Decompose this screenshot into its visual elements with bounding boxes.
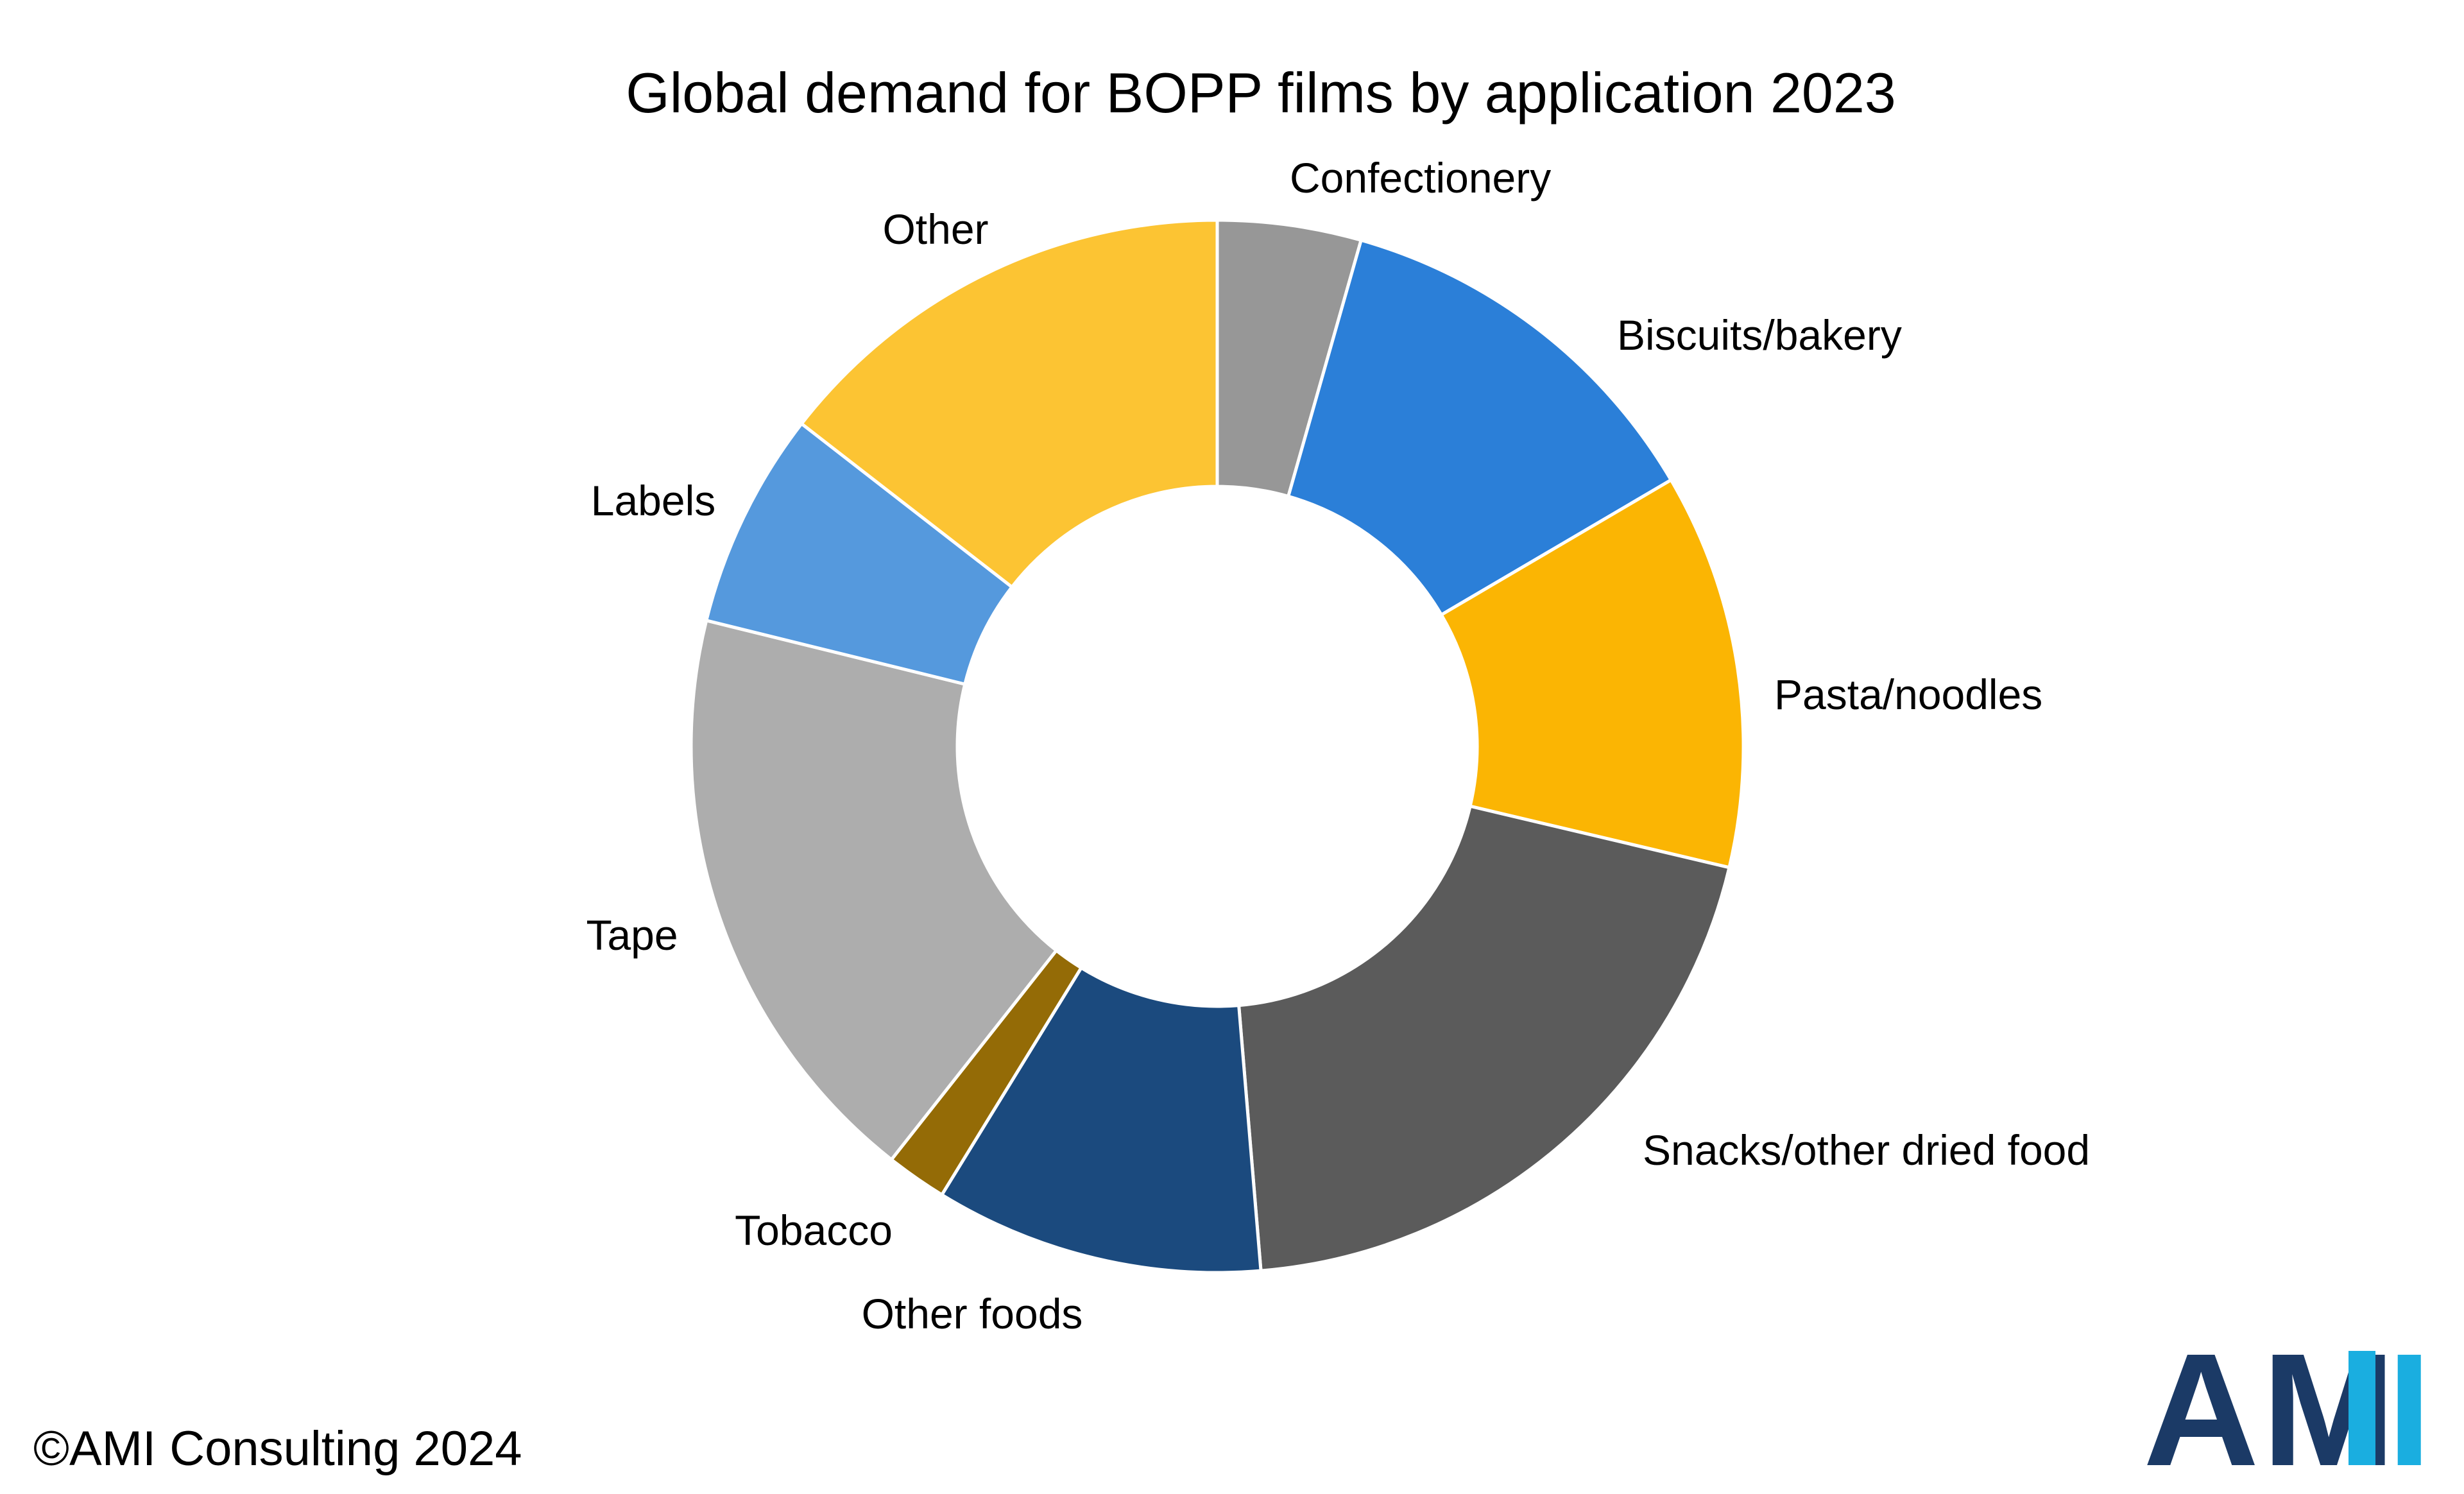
label-biscuits-bakery: Biscuits/bakery (1617, 311, 1902, 359)
ami-logo: A MI (2143, 1320, 2431, 1494)
logo-letter-m: M (2262, 1320, 2395, 1494)
label-pasta-noodles: Pasta/noodles (1774, 671, 2042, 718)
logo-letter-i: I (2387, 1320, 2431, 1494)
slice-pasta-noodles (1439, 477, 1745, 870)
label-tobacco: Tobacco (735, 1206, 893, 1254)
logo-letter-a: A (2143, 1320, 2259, 1494)
slice-other-foods (939, 965, 1263, 1275)
donut-slices (689, 218, 1745, 1275)
label-other: Other (882, 205, 988, 253)
chart-title: Global demand for BOPP films by applicat… (626, 61, 1895, 125)
slice-biscuits-bakery (1286, 238, 1673, 617)
label-snacks-other-dried-food: Snacks/other dried food (1643, 1126, 2090, 1174)
label-other-foods: Other foods (862, 1290, 1083, 1337)
slice-tape (689, 618, 1059, 1162)
logo-accent-stripe (2348, 1351, 2375, 1465)
label-tape: Tape (586, 911, 678, 959)
copyright-notice: ©AMI Consulting 2024 (33, 1421, 522, 1476)
label-confectionery: Confectionery (1290, 154, 1551, 202)
slice-other (799, 218, 1219, 590)
slice-labels: Confectionery Biscuits/bakery Pasta/noodle… (586, 154, 2090, 1337)
slice-snacks-other-dried-food (1236, 804, 1731, 1273)
label-labels: Labels (591, 477, 716, 524)
